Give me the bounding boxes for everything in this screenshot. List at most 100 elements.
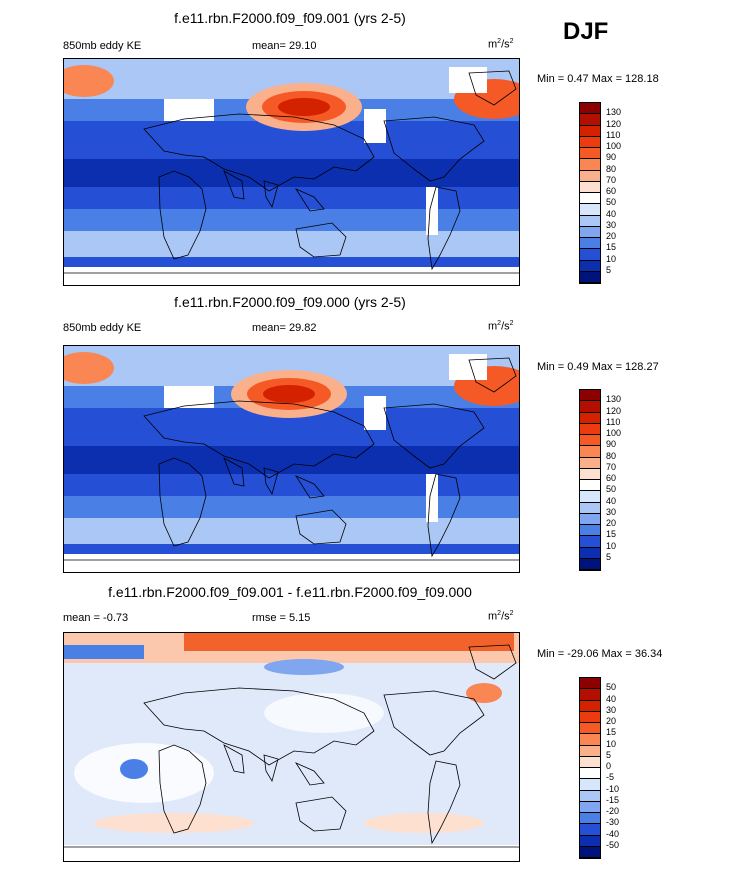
colorbar-box [579, 102, 601, 284]
colorbar-segment [580, 824, 600, 836]
colorbar-label: 50 [606, 682, 617, 693]
colorbar-segment [580, 525, 600, 537]
colorbar-segment [580, 734, 600, 746]
colorbar-label: 40 [606, 495, 617, 506]
panel-2-left-label: 850mb eddy KE [63, 322, 142, 334]
colorbar-label: 90 [606, 152, 617, 163]
colorbar-segment [580, 204, 600, 216]
colorbar-label: 50 [606, 197, 617, 208]
colorbar-segment [580, 846, 600, 858]
colorbar-segment [580, 412, 600, 424]
colorbar-segment [580, 790, 600, 802]
colorbar-label: -50 [606, 839, 620, 850]
panel-3-map-field [64, 633, 519, 861]
colorbar-segment [580, 136, 600, 148]
colorbar-segment [580, 835, 600, 847]
colorbar-label: 120 [606, 118, 622, 129]
colorbar-segment [580, 502, 600, 514]
colorbar-segment [580, 390, 600, 402]
colorbar-segment [580, 468, 600, 480]
colorbar-label: 20 [606, 716, 617, 726]
colorbar-label: 100 [606, 141, 622, 151]
colorbar-segment [580, 423, 600, 435]
colorbar-label: 10 [606, 540, 617, 551]
panel-3-colorbar: 50 40 30 20 15 10 5 0 -5 -10 -15 -20 -30 -40 -50 [579, 677, 619, 859]
panel-3-units: m2/s2 [488, 610, 514, 623]
colorbar-segment [580, 401, 600, 413]
colorbar-segment [580, 435, 600, 447]
colorbar-segment [580, 768, 600, 780]
colorbar-label: 130 [606, 107, 622, 118]
panel-3-left-label: mean = -0.73 [63, 612, 129, 624]
colorbar-segment [580, 226, 600, 238]
panel-2-title: f.e11.rbn.F2000.f09_f09.000 (yrs 2-5) [174, 294, 406, 310]
colorbar-label: 110 [606, 129, 621, 140]
colorbar-segment [580, 215, 600, 227]
panel-1-map-field [64, 59, 519, 285]
colorbar-segment [580, 181, 600, 193]
colorbar-segment [580, 249, 600, 261]
colorbar-box [579, 677, 601, 859]
season-label: DJF [563, 18, 609, 45]
colorbar-label: 20 [606, 231, 617, 241]
colorbar-label: -15 [606, 794, 620, 805]
colorbar-label: 10 [606, 738, 617, 749]
colorbar-segment [580, 148, 600, 160]
colorbar-segment [580, 513, 600, 525]
colorbar-label: 30 [606, 506, 617, 517]
panel-1-title: f.e11.rbn.F2000.f09_f09.001 (yrs 2-5) [174, 10, 406, 26]
colorbar-segment [580, 480, 600, 492]
colorbar-label: -20 [606, 806, 620, 816]
colorbar-segment [580, 547, 600, 559]
colorbar-label: 0 [606, 761, 612, 771]
colorbar-label: 60 [606, 473, 617, 483]
colorbar-label: -30 [606, 817, 620, 828]
colorbar-segment [580, 159, 600, 171]
colorbar-label: 20 [606, 518, 617, 528]
panel-2-min-max: Min = 0.49 Max = 128.27 [537, 361, 659, 373]
colorbar-label: 70 [606, 174, 617, 185]
colorbar-label: 15 [606, 242, 617, 253]
panel-1-min-max: Min = 0.47 Max = 128.18 [537, 73, 659, 85]
colorbar-box [579, 389, 601, 571]
colorbar-segment [580, 689, 600, 701]
colorbar-segment [580, 125, 600, 137]
colorbar-label: -10 [606, 783, 620, 794]
colorbar-segment [580, 491, 600, 503]
colorbar-segment [580, 756, 600, 768]
colorbar-label: 10 [606, 253, 617, 264]
colorbar-segment [580, 103, 600, 115]
colorbar-label: 40 [606, 208, 617, 219]
colorbar-segment [580, 678, 600, 690]
colorbar-label: 80 [606, 450, 617, 461]
colorbar-segment [580, 260, 600, 272]
colorbar-label: 110 [606, 416, 621, 427]
panel-1-center-label: mean= 29.10 [252, 40, 317, 52]
colorbar-segment [580, 446, 600, 458]
colorbar-label: -5 [606, 772, 615, 783]
colorbar-segment [580, 114, 600, 126]
colorbar-segment [580, 193, 600, 205]
colorbar-label: 30 [606, 219, 617, 230]
panel-3-center-label: rmse = 5.15 [252, 612, 311, 624]
colorbar-label: 40 [606, 693, 617, 704]
colorbar-segment [580, 558, 600, 570]
panel-2-map-field [64, 346, 519, 572]
colorbar-label: 5 [606, 264, 612, 275]
colorbar-segment [580, 779, 600, 791]
panel-1-left-label: 850mb eddy KE [63, 40, 142, 52]
colorbar-label: 15 [606, 727, 617, 738]
panel-1-units: m2/s2 [488, 38, 514, 51]
panel-2-colorbar: 130 120 110 100 90 80 70 60 50 40 30 20 15 10 5 [579, 389, 621, 571]
colorbar-label: 80 [606, 163, 617, 174]
colorbar-label: 50 [606, 484, 617, 495]
colorbar-segment [580, 536, 600, 548]
colorbar-segment [580, 801, 600, 813]
colorbar-label: 130 [606, 394, 622, 405]
colorbar-segment [580, 271, 600, 283]
panel-1-map [63, 58, 520, 286]
colorbar-segment [580, 723, 600, 735]
colorbar-label: 120 [606, 405, 622, 416]
colorbar-label: 5 [606, 551, 612, 562]
panel-2-units: m2/s2 [488, 320, 514, 333]
